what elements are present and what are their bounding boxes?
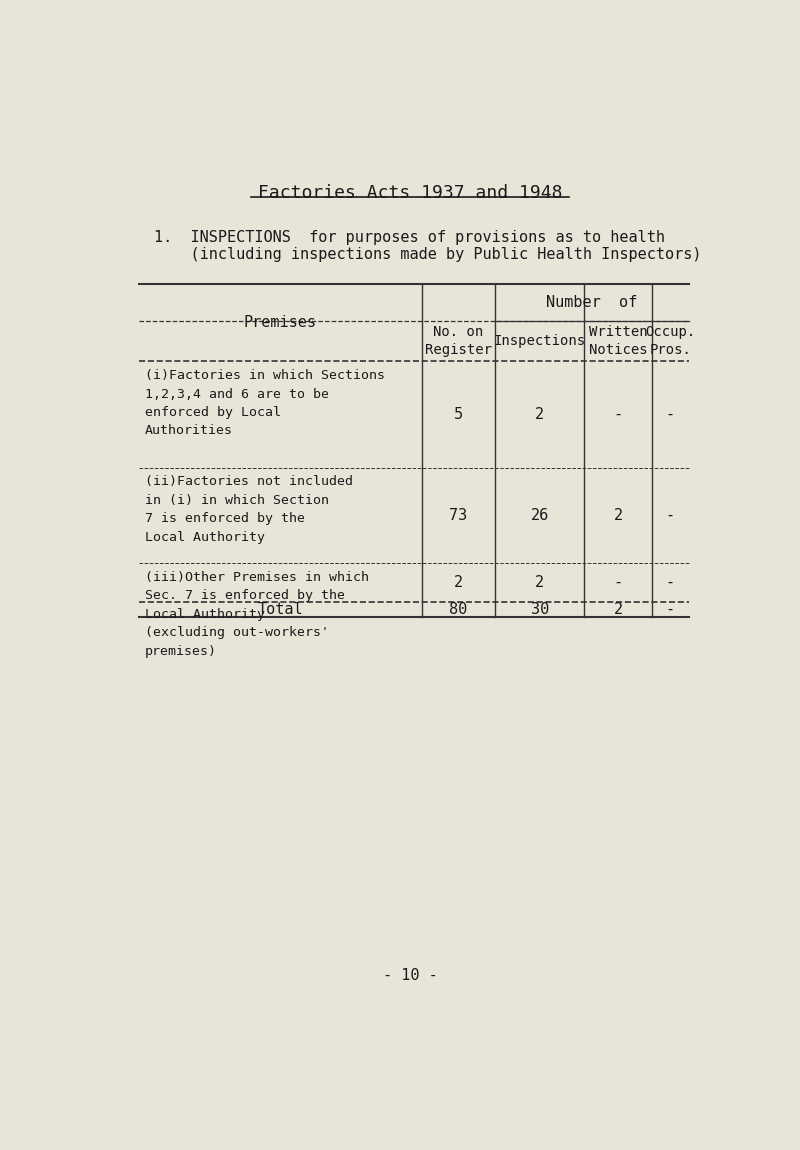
Text: 2: 2 bbox=[614, 601, 622, 616]
Text: No. on
Register: No. on Register bbox=[425, 325, 492, 358]
Text: 5: 5 bbox=[454, 407, 463, 422]
Text: - 10 -: - 10 - bbox=[382, 968, 438, 983]
Text: 30: 30 bbox=[530, 601, 549, 616]
Text: 80: 80 bbox=[450, 601, 467, 616]
Text: -: - bbox=[614, 407, 622, 422]
Text: (iii)Other Premises in which
Sec. 7 is enforced by the
Local Authority
(excludin: (iii)Other Premises in which Sec. 7 is e… bbox=[145, 570, 369, 658]
Text: 2: 2 bbox=[614, 508, 622, 523]
Text: 26: 26 bbox=[530, 508, 549, 523]
Text: Inspections: Inspections bbox=[494, 335, 586, 348]
Text: Total: Total bbox=[258, 601, 303, 616]
Text: 2: 2 bbox=[535, 407, 544, 422]
Text: -: - bbox=[614, 575, 622, 590]
Text: -: - bbox=[666, 407, 675, 422]
Text: 73: 73 bbox=[450, 508, 467, 523]
Text: 2: 2 bbox=[535, 575, 544, 590]
Text: (i)Factories in which Sections
1,2,3,4 and 6 are to be
enforced by Local
Authori: (i)Factories in which Sections 1,2,3,4 a… bbox=[145, 369, 385, 437]
Text: Premises: Premises bbox=[244, 315, 317, 330]
Text: Occup.
Pros.: Occup. Pros. bbox=[646, 325, 695, 358]
Text: Written
Notices: Written Notices bbox=[589, 325, 647, 358]
Text: (including inspections made by Public Health Inspectors): (including inspections made by Public He… bbox=[154, 247, 702, 262]
Text: 1.  INSPECTIONS  for purposes of provisions as to health: 1. INSPECTIONS for purposes of provision… bbox=[154, 230, 666, 245]
Text: Number  of: Number of bbox=[546, 296, 638, 310]
Text: (ii)Factories not included
in (i) in which Section
7 is enforced by the
Local Au: (ii)Factories not included in (i) in whi… bbox=[145, 475, 353, 544]
Text: -: - bbox=[666, 601, 675, 616]
Text: 2: 2 bbox=[454, 575, 463, 590]
Text: -: - bbox=[666, 575, 675, 590]
Text: -: - bbox=[666, 508, 675, 523]
Text: Factories Acts 1937 and 1948: Factories Acts 1937 and 1948 bbox=[258, 184, 562, 202]
